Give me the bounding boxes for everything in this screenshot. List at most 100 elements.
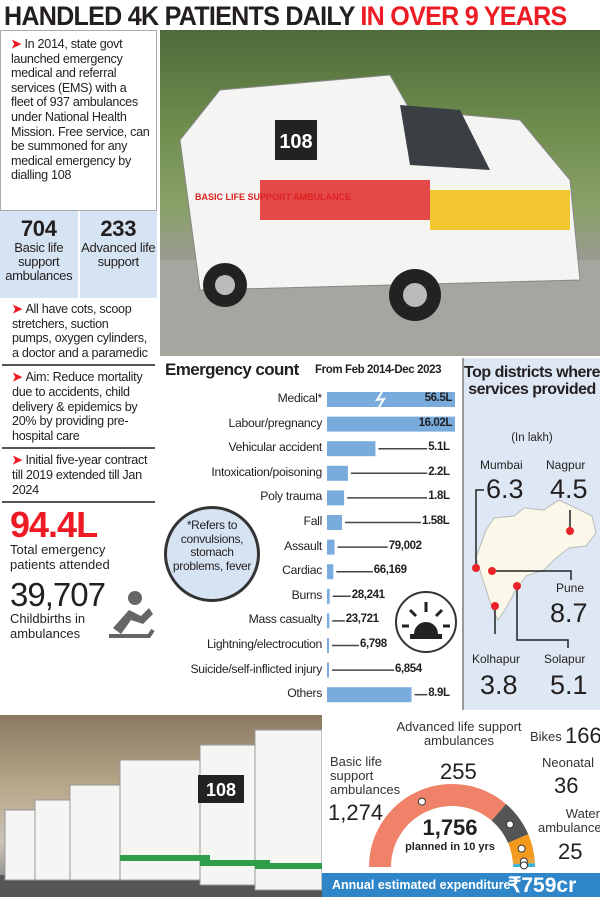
gauge-marker <box>520 862 527 869</box>
intro-text: ➤ In 2014, state govt launched emergency… <box>0 30 157 210</box>
bullet-text: Aim: Reduce mortality due to accidents, … <box>12 370 142 442</box>
basic-value: 1,274 <box>328 800 383 826</box>
bullet-equipment: ➤ All have cots, scoop stretchers, sucti… <box>2 298 155 366</box>
category-label: Mass casualty <box>249 612 322 626</box>
value-label: 1.58L <box>422 515 449 527</box>
category-label: Cardiac <box>282 563 322 577</box>
bar-7 <box>327 564 333 579</box>
district-value-nagpur: 4.5 <box>550 474 588 505</box>
photo-lettering: 108 <box>206 780 236 800</box>
category-label: Labour/pregnancy <box>229 416 322 430</box>
category-label: Intoxication/poisoning <box>211 465 322 479</box>
headline-highlight: IN OVER 9 YEARS <box>360 1 566 31</box>
value-label: 1.8L <box>428 490 449 502</box>
bullet-aim: ➤ Aim: Reduce mortality due to accidents… <box>2 366 155 449</box>
fleet-total: 1,756 <box>400 815 500 841</box>
value-label: 6,854 <box>395 663 422 675</box>
bar-11 <box>327 663 329 678</box>
category-label: Burns <box>292 588 322 602</box>
expenditure-value: ₹759cr <box>508 873 576 898</box>
value-label: 28,241 <box>352 589 385 601</box>
bar-5 <box>327 515 342 530</box>
water-label: Water ambulance <box>538 807 600 835</box>
photo-lettering: 108 <box>279 131 312 153</box>
fleet-total-label: planned in 10 yrs <box>390 841 510 853</box>
category-label: Others <box>287 686 322 700</box>
district-name-pune: Pune <box>556 581 584 595</box>
advanced-label: Advanced life support ambulances <box>394 720 524 748</box>
category-label: Medical* <box>278 391 322 405</box>
district-name-solapur: Solapur <box>544 652 585 666</box>
total-label: Total emergency patients attended <box>10 543 130 572</box>
bullet-text: Initial five-year contract till 2019 ext… <box>12 453 147 496</box>
bar-10 <box>327 638 329 653</box>
value-label: 5.1L <box>428 441 449 453</box>
bullet-text: All have cots, scoop stretchers, suction… <box>12 302 148 360</box>
district-value-kolhapur: 3.8 <box>480 670 518 701</box>
stat-label: Advanced life support <box>81 240 155 269</box>
total-value: 94.4L <box>10 507 147 543</box>
arrow-icon: ➤ <box>11 37 24 51</box>
neonatal-label: Neonatal <box>542 755 594 770</box>
bar-6 <box>327 540 335 555</box>
childbirths: 39,707 Childbirths in ambulances <box>0 576 157 643</box>
value-label: 66,169 <box>374 564 407 576</box>
category-label: Suicide/self-inflicted injury <box>190 662 322 676</box>
ambulance-photo: 108 BASIC LIFE SUPPORT AMBULANCE <box>160 30 600 356</box>
water-value: 25 <box>558 839 582 865</box>
bar-3 <box>327 466 348 481</box>
category-label: Fall <box>304 514 322 528</box>
value-label: 8.9L <box>428 687 449 699</box>
childbirth-icon <box>105 588 155 640</box>
gauge-marker <box>506 821 513 828</box>
category-label: Lightning/electrocution <box>207 637 322 651</box>
bullet-contract: ➤ Initial five-year contract till 2019 e… <box>2 449 155 503</box>
stat-label: Basic life support ambulances <box>5 240 72 283</box>
headline: HANDLED 4K PATIENTS DAILY IN OVER 9 YEAR… <box>4 0 567 30</box>
category-label: Poly trauma <box>260 489 322 503</box>
bar-4 <box>327 490 344 505</box>
births-label: Childbirths in ambulances <box>10 612 95 641</box>
advanced-value: 255 <box>440 759 477 785</box>
top-districts-panel: Top districts where services provided (I… <box>462 358 600 710</box>
arrow-icon: ➤ <box>12 370 25 384</box>
total-patients: 94.4L Total emergency patients attended <box>0 503 157 576</box>
headline-main: HANDLED 4K PATIENTS DAILY <box>4 1 354 31</box>
bar-12 <box>327 687 412 702</box>
expenditure-bar: Annual estimated expenditure ₹759cr <box>322 873 600 897</box>
fleet-illustration: 108 <box>0 715 322 897</box>
bikes-value: 166 <box>565 723 600 749</box>
district-name-mumbai: Mumbai <box>480 458 523 472</box>
bikes-label: Bikes <box>530 729 562 744</box>
footnote-circle: *Refers to convulsions, stomach problems… <box>164 506 260 602</box>
emergency-count-chart: Emergency count From Feb 2014-Dec 2023 M… <box>160 358 462 710</box>
value-label: 56.5L <box>425 392 452 404</box>
bar-8 <box>327 589 330 604</box>
fleet-gauge: Basic life support ambulances 1,274 Adva… <box>322 715 600 897</box>
stat-value: 233 <box>80 217 158 241</box>
left-column: ➤ In 2014, state govt launched emergency… <box>0 30 157 710</box>
category-label: Assault <box>284 539 322 553</box>
siren-icon <box>394 590 458 654</box>
gauge-marker <box>418 798 425 805</box>
stat-value: 704 <box>0 217 78 241</box>
district-value-solapur: 5.1 <box>550 670 588 701</box>
value-label: 79,002 <box>389 540 422 552</box>
bar-9 <box>327 613 329 628</box>
photo-lettering: BASIC LIFE SUPPORT AMBULANCE <box>195 192 351 202</box>
district-name-nagpur: Nagpur <box>546 458 585 472</box>
district-name-kolhapur: Kolhapur <box>472 652 520 666</box>
arrow-icon: ➤ <box>12 302 25 316</box>
ambulance-illustration: 108 BASIC LIFE SUPPORT AMBULANCE <box>160 30 600 356</box>
ambulance-fleet-photo: 108 <box>0 715 322 897</box>
value-label: 6,798 <box>360 638 387 650</box>
arrow-icon: ➤ <box>12 453 25 467</box>
expenditure-label: Annual estimated expenditure <box>332 878 511 892</box>
district-value-pune: 8.7 <box>550 598 588 629</box>
value-label: 2.2L <box>428 466 449 478</box>
category-label: Vehicular accident <box>228 440 322 454</box>
basic-label: Basic life support ambulances <box>330 755 410 797</box>
